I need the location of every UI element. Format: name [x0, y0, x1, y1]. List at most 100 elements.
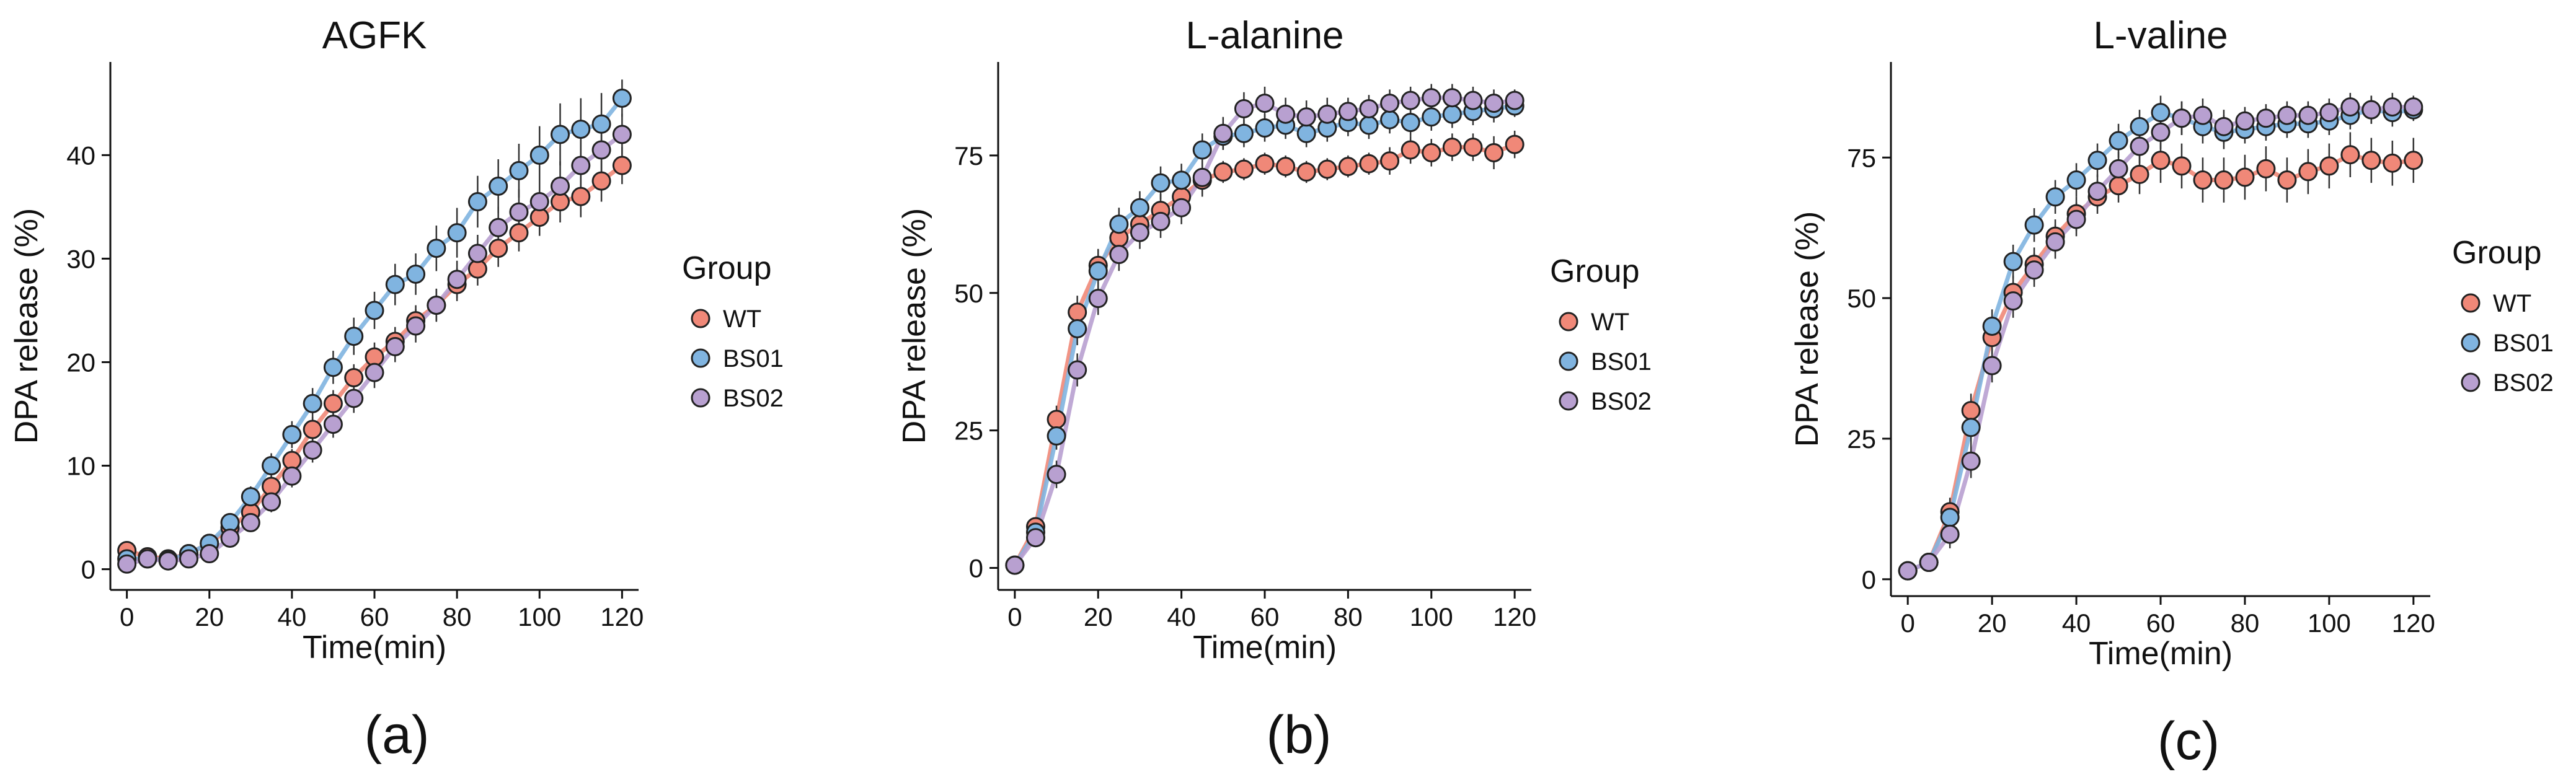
legend-marker-wt	[691, 309, 710, 328]
x-tick-label: 0	[1007, 602, 1022, 631]
data-point-bs02	[2277, 105, 2297, 125]
data-point-bs02	[1192, 167, 1212, 187]
data-point-bs01	[2003, 252, 2023, 271]
x-tick-label: 60	[1250, 602, 1280, 631]
data-point-bs01	[571, 120, 591, 139]
y-tick-label: 40	[66, 141, 95, 170]
data-point-bs02	[591, 140, 611, 160]
legend-label-wt: WT	[1591, 309, 1629, 336]
data-point-bs02	[406, 316, 426, 336]
data-point-bs02	[2066, 209, 2086, 229]
data-point-wt	[1961, 401, 1981, 421]
data-point-bs01	[612, 88, 632, 108]
data-point-bs02	[1109, 245, 1129, 265]
data-point-bs01	[1940, 507, 1960, 527]
x-tick-label: 0	[1901, 608, 1915, 638]
data-point-bs01	[447, 223, 467, 243]
data-point-bs02	[2319, 103, 2339, 123]
data-point-bs02	[1505, 90, 1525, 110]
y-tick-label: 10	[66, 452, 95, 481]
y-tick-label: 0	[81, 555, 95, 584]
data-point-bs01	[2109, 131, 2128, 151]
x-tick-label: 80	[1334, 602, 1363, 631]
data-point-bs01	[2087, 151, 2107, 170]
series-line-bs01	[1012, 103, 1517, 568]
data-point-bs02	[1338, 102, 1358, 121]
y-tick-label: 75	[1847, 143, 1876, 172]
data-point-bs01	[1961, 418, 1981, 437]
data-point-wt	[2193, 170, 2213, 190]
data-point-bs02	[1025, 528, 1045, 548]
data-point-bs02	[447, 270, 467, 289]
data-point-wt	[1213, 162, 1233, 182]
data-point-wt	[509, 223, 529, 243]
data-point-wt	[489, 239, 508, 258]
data-point-bs02	[2024, 260, 2044, 280]
data-point-wt	[2340, 145, 2360, 165]
data-point-bs01	[1047, 426, 1066, 446]
data-point-wt	[571, 187, 591, 206]
data-point-bs01	[406, 264, 426, 284]
series-line-bs01	[125, 96, 624, 563]
data-point-wt	[1276, 157, 1296, 177]
legend: Group WT BS01 BS02	[682, 250, 784, 412]
data-point-wt	[344, 368, 364, 388]
data-point-bs02	[241, 512, 260, 532]
data-point-bs02	[138, 549, 157, 569]
data-point-bs02	[1919, 553, 1939, 573]
panel-label: (c)	[2158, 711, 2220, 771]
series-line-wt	[1012, 142, 1517, 568]
y-tick-label: 25	[954, 416, 983, 446]
data-point-bs02	[262, 492, 281, 512]
data-point-bs01	[489, 176, 508, 196]
chart-title: L-alanine	[1185, 14, 1343, 57]
chart-panel-3: L-valine 0 20 40 60 80 100 120 0 25 50 75 Time(min) D…	[1789, 14, 2554, 771]
data-point-bs02	[365, 362, 384, 382]
data-point-bs02	[529, 192, 549, 212]
x-tick-label: 40	[1167, 602, 1196, 631]
data-point-bs02	[1088, 289, 1108, 309]
chart-title: L-valine	[2093, 14, 2228, 57]
x-axis-label: Time(min)	[2089, 636, 2233, 672]
data-point-bs01	[2151, 103, 2171, 123]
data-point-bs02	[1151, 211, 1171, 231]
data-point-wt	[1047, 410, 1066, 429]
data-point-bs01	[1255, 118, 1275, 138]
y-tick-label: 0	[1862, 565, 1876, 594]
data-point-bs01	[1442, 104, 1462, 124]
data-point-bs02	[220, 528, 240, 548]
legend-marker-bs01	[1559, 351, 1578, 371]
data-point-bs01	[591, 114, 611, 134]
data-point-bs02	[467, 244, 487, 263]
y-tick-label: 25	[1847, 424, 1876, 454]
data-point-bs01	[1982, 316, 2002, 336]
data-point-bs02	[2172, 108, 2192, 128]
x-tick-label: 20	[1084, 602, 1113, 631]
x-tick-label: 40	[278, 602, 307, 631]
data-point-wt	[303, 420, 322, 439]
data-point-bs01	[1172, 170, 1192, 190]
data-point-bs02	[2256, 108, 2276, 128]
data-point-bs01	[344, 327, 364, 346]
data-point-bs02	[612, 125, 632, 144]
data-point-wt	[1422, 143, 1441, 162]
x-tick-label: 40	[2062, 608, 2091, 638]
data-point-wt	[2172, 156, 2192, 176]
data-point-bs02	[1234, 99, 1254, 118]
data-point-bs01	[2130, 116, 2149, 136]
legend-marker-bs02	[1559, 391, 1578, 411]
data-point-bs02	[2151, 122, 2171, 142]
data-point-bs01	[1151, 173, 1171, 193]
data-point-wt	[2404, 151, 2423, 170]
panel-label: (a)	[364, 705, 429, 765]
legend-title: Group	[2452, 235, 2542, 271]
data-point-bs02	[2214, 116, 2234, 136]
data-point-wt	[2151, 151, 2171, 170]
y-tick-label: 20	[66, 348, 95, 377]
data-point-bs01	[427, 239, 446, 258]
x-tick-label: 100	[2308, 608, 2351, 638]
data-point-bs02	[509, 202, 529, 222]
data-point-bs02	[1898, 561, 1918, 581]
legend-label-wt: WT	[723, 305, 761, 333]
data-point-wt	[1296, 162, 1316, 182]
